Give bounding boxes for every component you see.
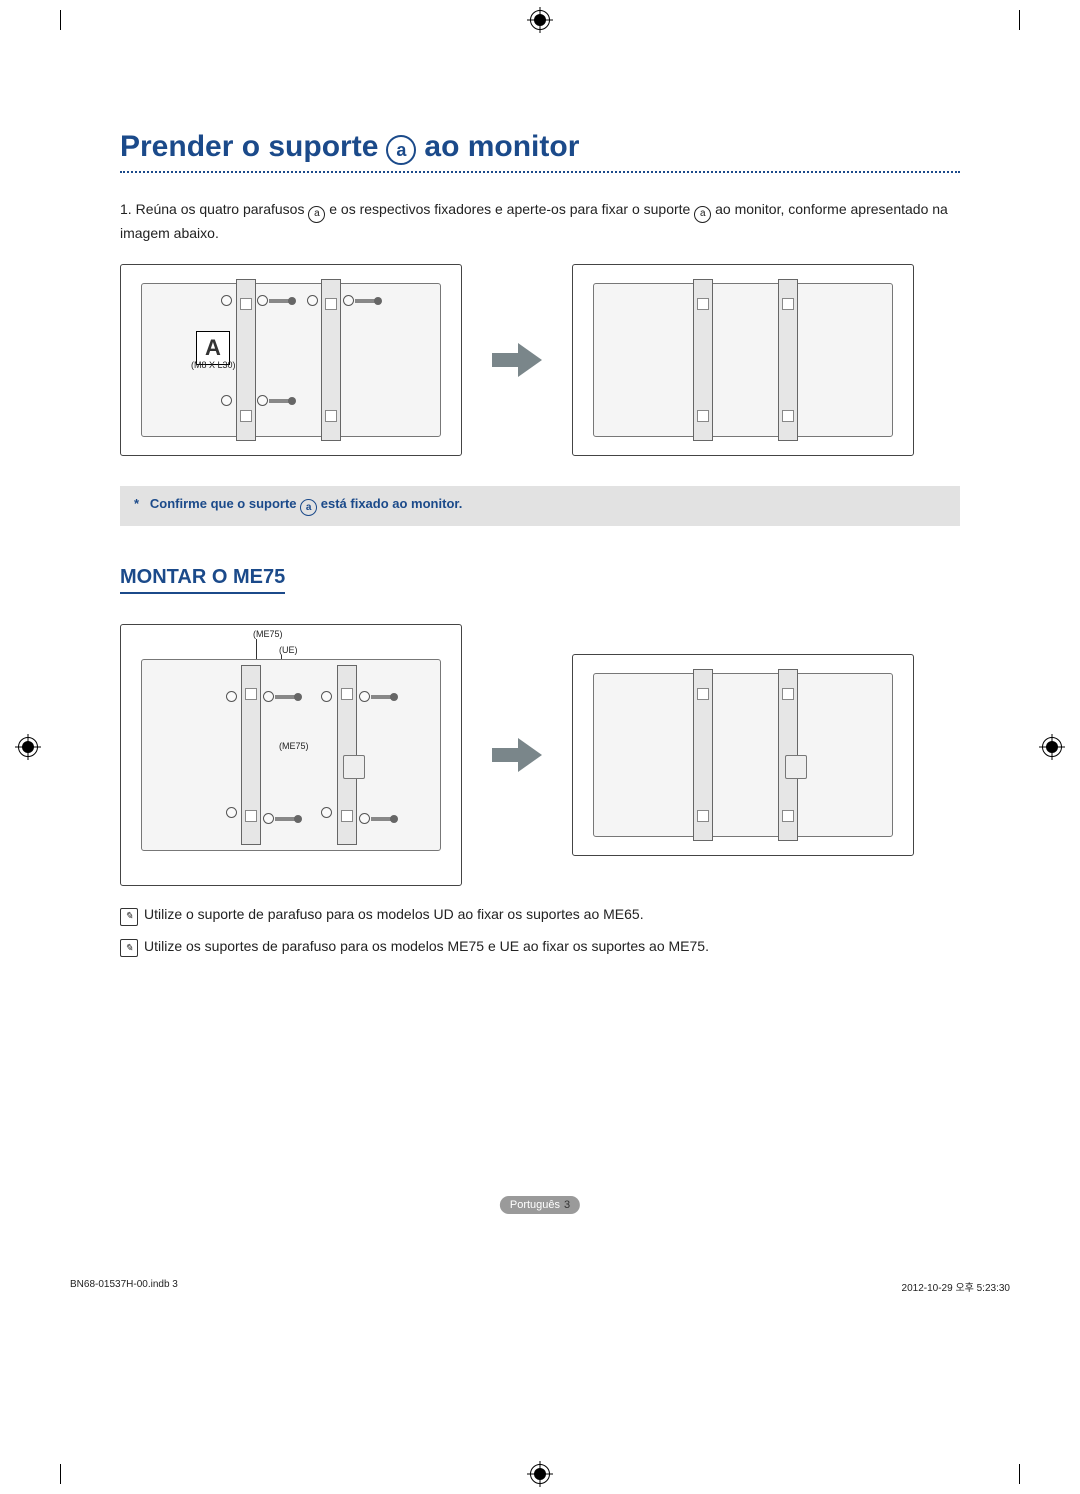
imposition-meta: BN68-01537H-00.indb 3 2012-10-29 오후 5:23… <box>70 1279 1010 1294</box>
diagram-monitor-assembled <box>572 264 914 456</box>
screw-icon <box>226 807 237 818</box>
screw-icon <box>321 807 332 818</box>
screw-icon <box>343 295 354 306</box>
dotted-rule <box>120 171 960 173</box>
screw-icon <box>263 691 274 702</box>
screw-tail-icon <box>371 817 393 821</box>
registration-mark-icon <box>18 737 38 757</box>
page-footer: Português 3 <box>500 1195 580 1214</box>
handle-box-icon <box>785 755 807 779</box>
bracket-rail-left <box>236 279 256 441</box>
monitor-back <box>593 283 893 437</box>
screw-tail-icon <box>355 299 377 303</box>
screw-icon <box>307 295 318 306</box>
label-me75: (ME75) <box>253 629 283 639</box>
file-indb: BN68-01537H-00.indb 3 <box>70 1279 178 1294</box>
screw-icon <box>359 691 370 702</box>
language-label: Português <box>510 1199 560 1211</box>
screw-icon <box>221 295 232 306</box>
screw-tail-icon <box>269 399 291 403</box>
body-note-2: ✎ Utilize os suportes de parafuso para os… <box>120 938 960 958</box>
monitor-back <box>141 283 441 437</box>
note-text: está fixado ao monitor. <box>317 496 462 511</box>
step-number: 1. <box>120 201 132 217</box>
screw-icon <box>257 295 268 306</box>
label-me75-mid: (ME75) <box>279 741 309 751</box>
registration-mark-icon <box>530 1464 550 1484</box>
note-star: * <box>134 496 139 511</box>
registration-mark-icon <box>1042 737 1062 757</box>
screw-icon <box>359 813 370 824</box>
note-icon: ✎ <box>120 908 138 926</box>
registration-mark-icon <box>530 10 550 30</box>
step-text: Reúna os quatro parafusos <box>136 201 309 217</box>
timestamp: 2012-10-29 오후 5:23:30 <box>902 1279 1010 1294</box>
circled-a-icon: a <box>694 206 711 223</box>
circled-a-icon: a <box>308 206 325 223</box>
circled-a-icon: a <box>300 499 317 516</box>
note-icon: ✎ <box>120 939 138 957</box>
body-note-1: ✎ Utilize o suporte de parafuso para os m… <box>120 906 960 926</box>
bracket-rail-left <box>693 669 713 841</box>
screw-icon <box>321 691 332 702</box>
diagram-row-2: (ME75) (UE) <box>120 624 960 886</box>
screw-icon <box>221 395 232 406</box>
handle-box-icon <box>343 755 365 779</box>
step-text: e os respectivos fixadores e aperte-os p… <box>325 201 694 217</box>
language-pill: Português 3 <box>500 1196 580 1214</box>
screw-tail-icon <box>275 817 297 821</box>
circled-a-icon: a <box>386 135 416 165</box>
registration-mark-right <box>1042 737 1062 757</box>
arrow-right-icon <box>492 343 542 377</box>
crop-line <box>60 1464 61 1484</box>
bracket-rail-left <box>693 279 713 441</box>
crop-marks-top <box>0 8 1080 32</box>
page-number: 3 <box>564 1199 570 1211</box>
note-text: Utilize os suportes de parafuso para os … <box>144 938 709 954</box>
screw-tail-icon <box>269 299 291 303</box>
diagram-row-1: A (M8 X L30) <box>120 264 960 456</box>
note-bar: * Confirme que o suporte a está fixado a… <box>120 486 960 527</box>
diagram-monitor-assembly: A (M8 X L30) <box>120 264 462 456</box>
screw-tail-icon <box>371 695 393 699</box>
step-1: 1. Reúna os quatro parafusos a e os resp… <box>120 199 960 244</box>
title-part2: ao monitor <box>424 130 579 164</box>
monitor-back <box>593 673 893 837</box>
screw-icon <box>257 395 268 406</box>
diagram-me75-assembly: (ME75) (UE) <box>120 624 462 886</box>
subheading-montar-me75: MONTAR O ME75 <box>120 566 285 594</box>
page-title: Prender o suporte a ao monitor <box>120 130 960 165</box>
screw-icon <box>263 813 274 824</box>
bracket-rail-right <box>321 279 341 441</box>
label-ue: (UE) <box>279 645 298 655</box>
screw-tail-icon <box>275 695 297 699</box>
diagram-me75-assembled <box>572 654 914 856</box>
bracket-rail-right <box>778 279 798 441</box>
callout-spec: (M8 X L30) <box>191 360 236 370</box>
crop-line <box>1019 1464 1020 1484</box>
crop-line <box>1019 10 1020 30</box>
crop-line <box>60 10 61 30</box>
screw-icon <box>226 691 237 702</box>
title-part1: Prender o suporte <box>120 130 378 164</box>
note-text: Confirme que o suporte <box>150 496 300 511</box>
page-content: Prender o suporte a ao monitor 1. Reúna … <box>120 130 960 1294</box>
note-text: Utilize o suporte de parafuso para os mo… <box>144 906 644 922</box>
bracket-rail-left <box>241 665 261 845</box>
registration-mark-left <box>18 737 38 757</box>
crop-marks-bottom <box>0 1462 1080 1486</box>
arrow-right-icon <box>492 738 542 772</box>
